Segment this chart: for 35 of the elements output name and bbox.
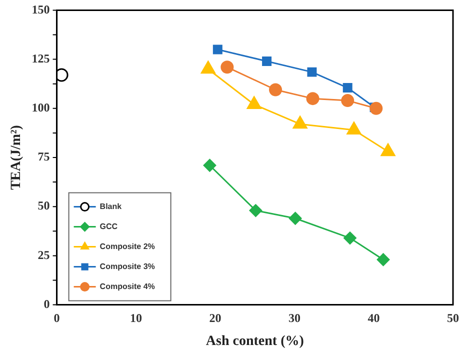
y-tick-label: 50 [38,198,50,213]
point [288,212,302,225]
x-tick-label: 10 [130,311,142,326]
point [307,67,317,77]
point [212,44,222,54]
y-tick-label: 125 [32,51,50,66]
point [376,253,390,266]
y-tick-label: 25 [38,248,50,262]
x-axis-title: Ash content (%) [206,334,304,350]
legend-label: Composite 3% [100,262,155,272]
point [306,92,320,106]
point [370,102,383,115]
x-tick-label: 30 [288,311,301,326]
point [262,56,272,66]
point [269,83,282,96]
y-tick-label: 0 [44,296,50,311]
x-tick-label: 0 [54,311,60,326]
legend-label: GCC [100,222,118,232]
point [220,60,234,74]
x-tick-label: 40 [368,311,380,326]
legend-label: Blank [100,202,122,212]
x-tick-label: 20 [209,311,222,326]
legend-label: Composite 4% [100,282,155,292]
y-tick-label: 75 [38,150,50,164]
point [341,94,354,108]
y-tick-label: 100 [32,100,50,114]
point [342,83,352,93]
point [203,158,216,172]
legend-label: Composite 2% [100,242,155,252]
point [249,204,262,218]
x-tick-label: 50 [447,311,459,326]
y-tick-label: 150 [32,2,50,16]
y-axis-title: TEA(J/m²) [9,124,24,190]
point [56,68,68,82]
point [343,232,356,245]
